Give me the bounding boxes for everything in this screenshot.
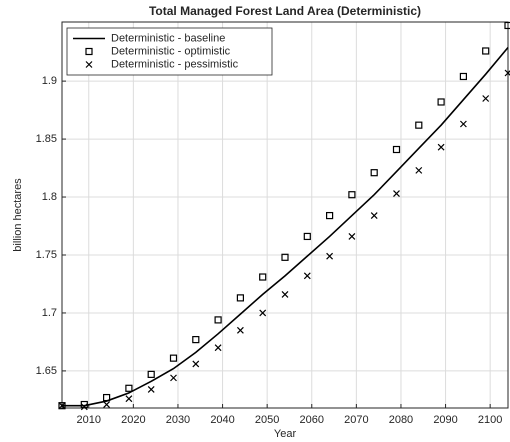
axes-box xyxy=(61,21,509,409)
x-tick-label: 2040 xyxy=(210,414,234,426)
marker-x xyxy=(348,233,356,240)
y-tick-label: 1.85 xyxy=(36,133,57,145)
marker-x xyxy=(80,403,88,411)
series-line xyxy=(62,46,509,407)
marker-x xyxy=(214,344,222,352)
x-tick-label: 2010 xyxy=(77,414,101,426)
marker-x xyxy=(281,290,289,298)
marker-square xyxy=(504,21,510,30)
marker-x xyxy=(370,212,378,220)
marker-x xyxy=(459,120,467,128)
plot-area xyxy=(62,22,508,408)
y-tick-label: 1.7 xyxy=(42,307,57,319)
legend-label: Deterministic - optimistic xyxy=(111,45,231,57)
marker-x xyxy=(58,402,66,410)
x-axis-label: Year xyxy=(274,428,297,440)
y-tick-label: 1.75 xyxy=(36,249,57,261)
marker-square xyxy=(281,253,289,261)
marker-square xyxy=(392,145,401,154)
marker-square xyxy=(147,370,155,378)
marker-square xyxy=(169,354,178,362)
marker-x xyxy=(170,374,177,382)
marker-square xyxy=(437,98,445,106)
marker-x xyxy=(259,309,267,317)
marker-square xyxy=(303,232,311,241)
marker-square xyxy=(326,211,334,220)
marker-x xyxy=(326,252,334,260)
x-tick-label: 2070 xyxy=(344,414,368,426)
marker-square xyxy=(459,72,467,81)
marker-square xyxy=(259,273,267,281)
marker-x xyxy=(303,272,311,280)
marker-square xyxy=(214,316,222,324)
marker-square xyxy=(125,384,133,392)
marker-square xyxy=(58,402,66,410)
y-tick-label: 1.8 xyxy=(42,191,57,203)
legend-box xyxy=(66,27,273,76)
marker-x xyxy=(393,190,400,197)
marker-x xyxy=(415,166,423,174)
marker-square xyxy=(415,121,423,129)
marker-square xyxy=(85,47,93,56)
x-tick-label: 2060 xyxy=(300,414,324,426)
chart-title: Total Managed Forest Land Area (Determin… xyxy=(149,4,421,18)
marker-x xyxy=(192,360,200,368)
x-tick-label: 2030 xyxy=(166,414,190,426)
legend-label: Deterministic - baseline xyxy=(111,32,225,44)
x-tick-label: 2020 xyxy=(121,414,145,426)
marker-x xyxy=(85,61,93,68)
marker-x xyxy=(504,69,510,77)
y-tick-label: 1.9 xyxy=(42,75,57,87)
marker-square xyxy=(192,336,200,344)
marker-x xyxy=(236,326,244,334)
y-axis-label: billion hectares xyxy=(12,178,24,252)
marker-x xyxy=(482,95,490,102)
marker-square xyxy=(102,393,111,402)
x-tick-label: 2100 xyxy=(478,414,502,426)
marker-x xyxy=(437,143,445,151)
marker-x xyxy=(125,395,133,403)
marker-square xyxy=(236,294,244,302)
x-tick-label: 2050 xyxy=(255,414,279,426)
marker-square xyxy=(482,47,490,55)
legend-label: Deterministic - pessimistic xyxy=(111,58,239,70)
marker-square xyxy=(348,191,356,199)
marker-square xyxy=(370,169,378,177)
x-tick-label: 2090 xyxy=(433,414,457,426)
y-tick-label: 1.65 xyxy=(36,365,57,377)
marker-x xyxy=(147,386,155,393)
x-tick-label: 2080 xyxy=(389,414,413,426)
marker-x xyxy=(103,401,111,408)
